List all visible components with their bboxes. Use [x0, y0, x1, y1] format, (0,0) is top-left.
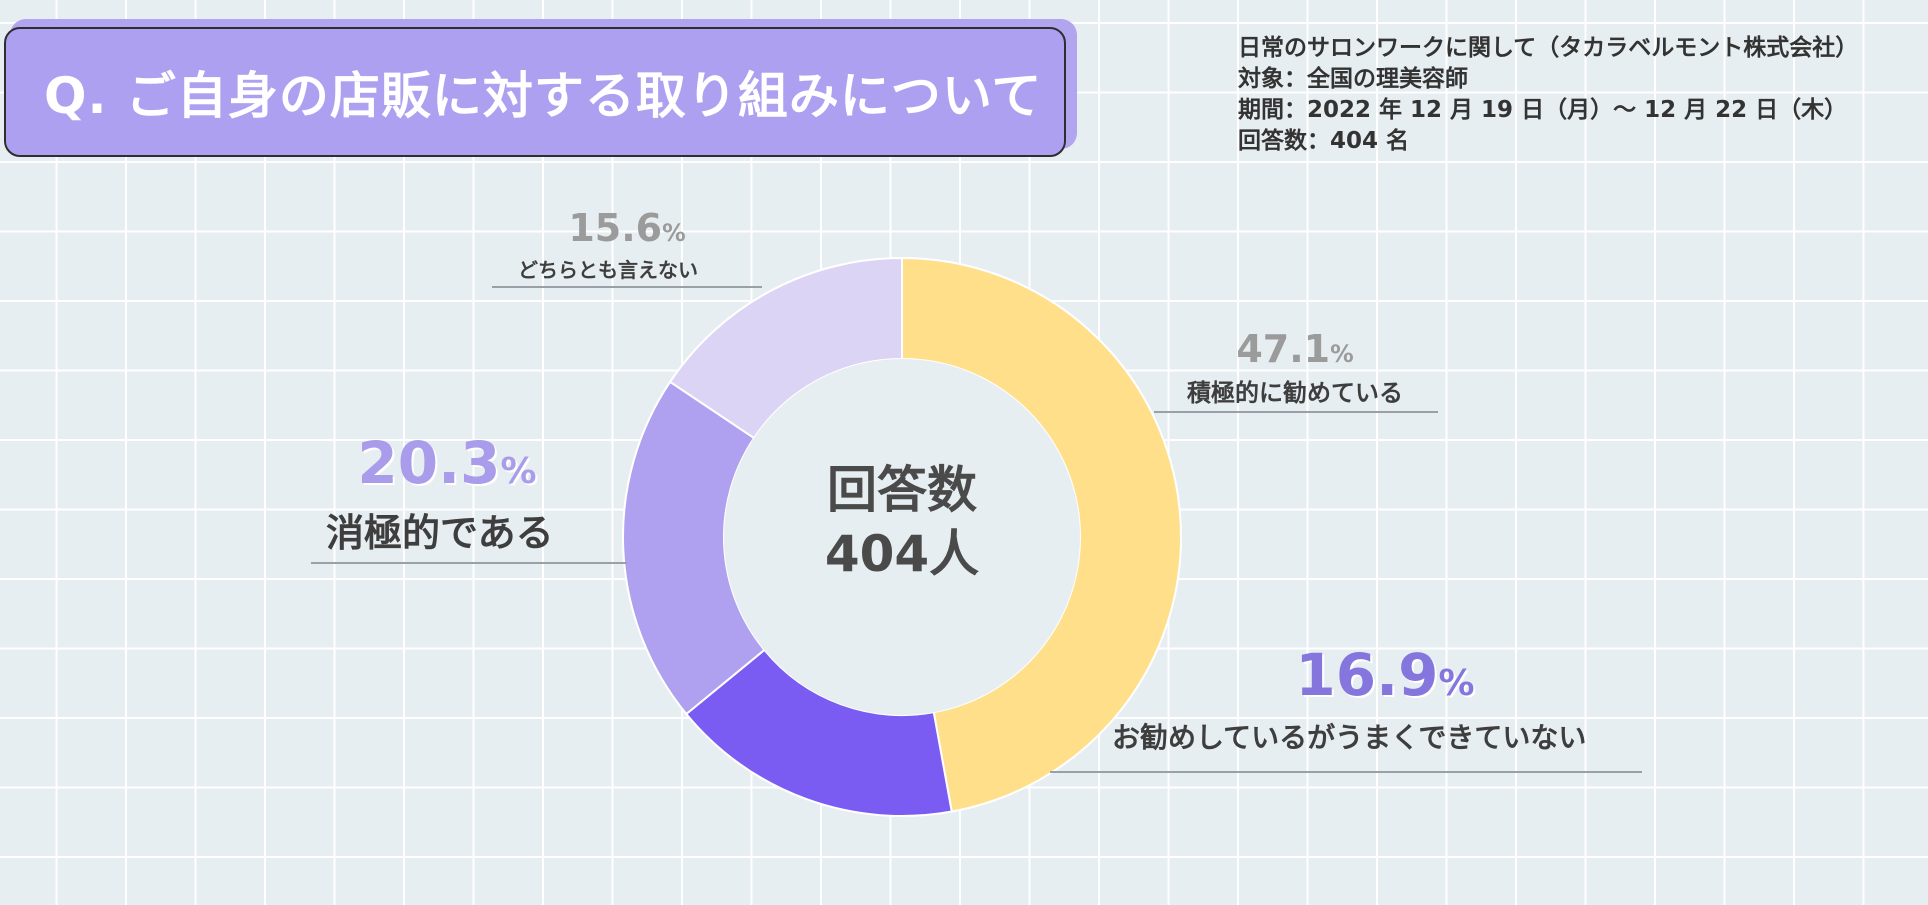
- donut-center-label: 回答数 404人: [780, 458, 1024, 586]
- slice-label-positive: 47.1% 積極的に勧めている: [1150, 326, 1440, 409]
- slice-percent-trying: 16.9%: [1295, 642, 1474, 717]
- leader-line-trying: [1050, 771, 1642, 773]
- slice-percent-value: 15.6: [568, 206, 663, 250]
- center-line-1: 回答数: [827, 461, 977, 519]
- slice-percent-unit: %: [500, 451, 537, 492]
- leader-line-neutral: [492, 286, 762, 288]
- survey-target: 対象：全国の理美容師: [1238, 66, 1468, 92]
- slice-label-neutral: 15.6%: [492, 205, 762, 256]
- slice-percent-positive: 47.1%: [1236, 326, 1353, 377]
- slice-label-negative: 20.3%: [312, 430, 582, 505]
- slice-percent-value: 20.3: [357, 429, 501, 497]
- slice-percent-unit: %: [662, 219, 686, 247]
- center-line-2: 404人: [824, 525, 980, 583]
- slice-percent-neutral: 15.6%: [568, 205, 685, 256]
- survey-respondents: 回答数：404 名: [1238, 128, 1410, 154]
- slice-percent-unit: %: [1438, 663, 1475, 704]
- leader-line-positive: [1154, 411, 1438, 413]
- slice-percent-negative: 20.3%: [357, 430, 536, 505]
- slice-category-negative: 消極的である: [326, 511, 554, 555]
- slice-category-positive: 積極的に勧めている: [1187, 379, 1403, 407]
- page-title: Q. ご自身の店販に対する取り組みについて: [44, 67, 1043, 125]
- slice-percent-unit: %: [1330, 340, 1354, 368]
- slice-percent-value: 16.9: [1295, 641, 1439, 709]
- survey-info: 日常のサロンワークに関して（タカラベルモント株式会社） 対象：全国の理美容師 期…: [1238, 33, 1858, 157]
- slice-percent-value: 47.1: [1236, 327, 1331, 371]
- leader-line-negative: [311, 562, 627, 564]
- survey-source: 日常のサロンワークに関して（タカラベルモント株式会社）: [1238, 35, 1859, 61]
- slice-category-trying: お勧めしているがうまくできていない: [1112, 721, 1587, 754]
- slice-category-neutral: どちらとも言えない: [518, 258, 698, 282]
- donut-hole: [724, 359, 1080, 715]
- title-banner: Q. ご自身の店販に対する取り組みについて: [4, 27, 1066, 157]
- slice-label-trying: 16.9%: [1060, 642, 1710, 717]
- survey-period: 期間：2022 年 12 月 19 日（月）～ 12 月 22 日（木）: [1238, 97, 1848, 123]
